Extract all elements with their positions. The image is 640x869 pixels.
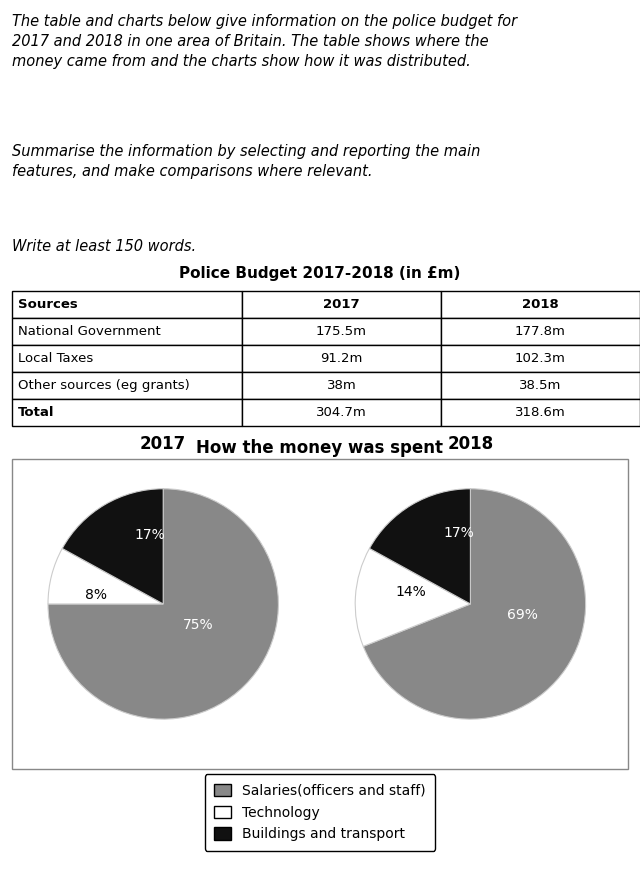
Text: The table and charts below give information on the police budget for
2017 and 20: The table and charts below give informat… [12, 14, 517, 69]
Bar [12, 372, 242, 399]
Text: 38m: 38m [326, 379, 356, 392]
Title: 2017: 2017 [140, 434, 186, 453]
Text: 2018: 2018 [522, 298, 559, 311]
Text: 17%: 17% [134, 527, 164, 542]
Text: 175.5m: 175.5m [316, 325, 367, 338]
Text: Other sources (eg grants): Other sources (eg grants) [18, 379, 189, 392]
Bar [441, 372, 640, 399]
Legend: Salaries(officers and staff), Technology, Buildings and transport: Salaries(officers and staff), Technology… [205, 774, 435, 851]
Text: 14%: 14% [395, 586, 426, 600]
Text: 2017: 2017 [323, 298, 360, 311]
Text: 102.3m: 102.3m [515, 352, 566, 365]
Bar [12, 459, 628, 769]
Text: Total: Total [18, 406, 54, 419]
Bar [12, 318, 242, 345]
Bar [12, 345, 242, 372]
Bar [441, 318, 640, 345]
Text: 38.5m: 38.5m [519, 379, 562, 392]
Text: 8%: 8% [85, 587, 108, 601]
Bar [12, 291, 242, 318]
Text: How the money was spent: How the money was spent [196, 439, 444, 457]
Text: 91.2m: 91.2m [320, 352, 363, 365]
Wedge shape [364, 488, 586, 720]
Bar [242, 399, 441, 426]
Text: 75%: 75% [182, 618, 213, 632]
Bar [12, 399, 242, 426]
Wedge shape [369, 488, 470, 604]
Text: Summarise the information by selecting and reporting the main
features, and make: Summarise the information by selecting a… [12, 144, 481, 179]
Bar [441, 399, 640, 426]
Bar [242, 345, 441, 372]
Text: Sources: Sources [18, 298, 77, 311]
Text: Local Taxes: Local Taxes [18, 352, 93, 365]
Bar [441, 345, 640, 372]
Wedge shape [48, 488, 278, 720]
Text: Write at least 150 words.: Write at least 150 words. [12, 239, 196, 254]
Wedge shape [62, 488, 163, 604]
Bar [441, 291, 640, 318]
Text: 304.7m: 304.7m [316, 406, 367, 419]
Title: 2018: 2018 [447, 434, 493, 453]
Bar [242, 318, 441, 345]
Wedge shape [48, 548, 163, 604]
Text: 318.6m: 318.6m [515, 406, 566, 419]
Text: 69%: 69% [507, 608, 538, 622]
Bar [242, 291, 441, 318]
Text: National Government: National Government [18, 325, 161, 338]
Text: 17%: 17% [444, 526, 474, 540]
Text: Police Budget 2017-2018 (in £m): Police Budget 2017-2018 (in £m) [179, 266, 461, 281]
Wedge shape [355, 548, 470, 647]
Text: 177.8m: 177.8m [515, 325, 566, 338]
Bar [242, 372, 441, 399]
